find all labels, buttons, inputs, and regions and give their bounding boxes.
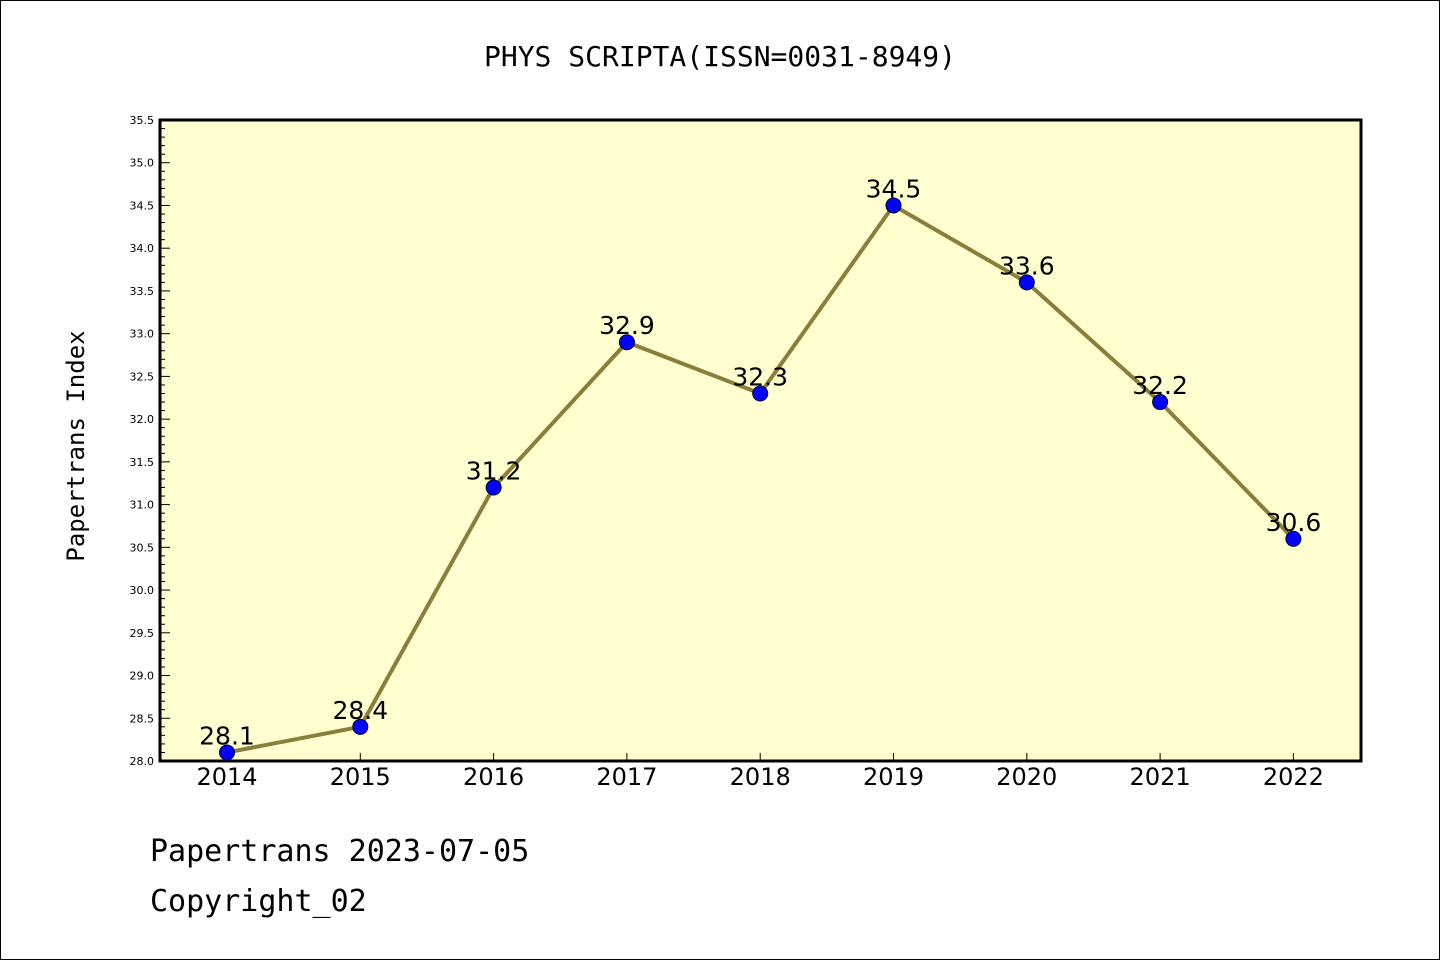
data-point (1018, 274, 1035, 291)
x-tick-label: 2022 (1263, 763, 1324, 791)
y-tick-label: 33.5 (130, 285, 155, 298)
data-label: 30.6 (1266, 508, 1322, 537)
chart-title: PHYS SCRIPTA(ISSN=0031-8949) (484, 40, 956, 73)
data-label: 32.2 (1132, 371, 1188, 400)
data-point (618, 334, 635, 351)
y-tick-label: 28.0 (130, 755, 155, 768)
y-tick-label: 31.0 (130, 499, 155, 512)
y-tick-label: 28.5 (130, 712, 155, 725)
data-point (752, 385, 769, 402)
x-tick-label: 2019 (863, 763, 924, 791)
y-tick-label: 29.0 (130, 670, 155, 683)
y-tick-label: 33.0 (130, 328, 155, 341)
plot-area (158, 118, 1363, 763)
y-tick-label: 34.0 (130, 242, 155, 255)
data-label: 28.4 (332, 696, 388, 725)
x-tick-label: 2015 (330, 763, 391, 791)
data-label: 32.3 (732, 362, 788, 391)
y-tick-label: 32.0 (130, 413, 155, 426)
data-point (1285, 530, 1302, 547)
data-label: 28.1 (199, 721, 255, 750)
data-label: 32.9 (599, 311, 655, 340)
x-tick-label: 2016 (463, 763, 524, 791)
series-layer: 28.1 28.4 31.2 32.9 32.3 34.5 33.6 32.2 30.6 (199, 174, 1322, 761)
x-tick-label: 2021 (1130, 763, 1191, 791)
y-tick-label: 35.5 (130, 114, 155, 127)
data-label: 31.2 (466, 457, 522, 486)
y-tick-label: 30.5 (130, 541, 155, 554)
y-axis: 28.0 28.5 29.0 29.5 30.0 30.5 31.0 31.5 32.0 32.5… (130, 114, 170, 768)
x-axis: 2014 2015 2016 2017 2018 2019 2020 2021 2022 (196, 753, 1324, 791)
data-point (885, 197, 902, 214)
y-tick-label: 30.0 (130, 584, 155, 597)
data-point (219, 744, 235, 761)
x-tick-label: 2018 (730, 763, 791, 791)
y-axis-label: Papertrans Index (62, 330, 90, 561)
x-tick-label: 2020 (996, 763, 1057, 791)
data-point (485, 479, 502, 496)
footer-copyright: Copyright_02 (150, 884, 367, 919)
footer-date-line: Papertrans 2023-07-05 (150, 834, 530, 869)
data-label: 34.5 (866, 174, 922, 203)
y-tick-label: 31.5 (130, 456, 155, 469)
data-point (1152, 394, 1169, 411)
y-tick-label: 35.0 (130, 157, 155, 170)
y-tick-label: 29.5 (130, 627, 155, 640)
data-point (352, 718, 369, 735)
y-tick-label: 32.5 (130, 370, 155, 383)
x-tick-label: 2017 (596, 763, 657, 791)
x-tick-label: 2014 (196, 763, 257, 791)
y-tick-label: 34.5 (130, 199, 155, 212)
data-label: 33.6 (999, 251, 1055, 280)
